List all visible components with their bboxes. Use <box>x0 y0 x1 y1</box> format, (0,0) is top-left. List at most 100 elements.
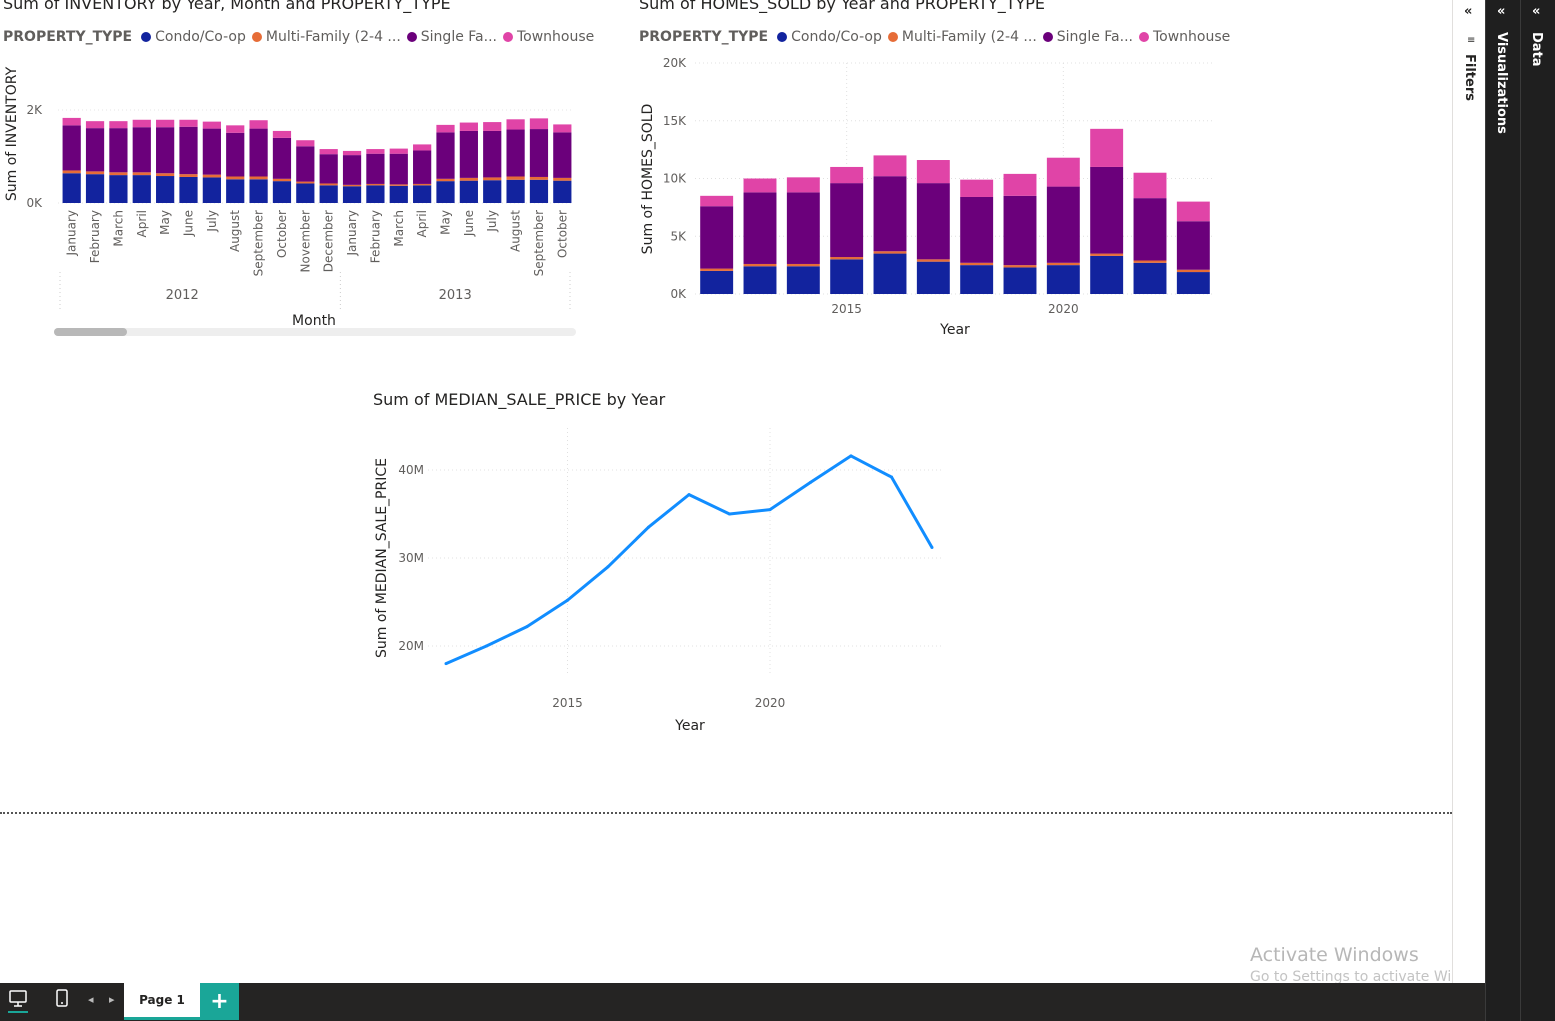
bar-segment[interactable] <box>296 146 315 182</box>
bar-segment[interactable] <box>226 176 245 180</box>
bar-segment[interactable] <box>62 125 81 171</box>
data-point[interactable] <box>444 662 448 666</box>
bar-segment[interactable] <box>960 196 994 263</box>
bar-segment[interactable] <box>830 259 864 294</box>
bar-segment[interactable] <box>553 132 572 178</box>
bar-segment[interactable] <box>743 192 777 264</box>
bar-segment[interactable] <box>1176 221 1210 270</box>
series-line[interactable] <box>445 454 934 665</box>
bar-segment[interactable] <box>249 128 268 177</box>
data-point[interactable] <box>485 644 488 648</box>
bar-segment[interactable] <box>342 184 362 187</box>
bar-segment[interactable] <box>62 170 81 174</box>
bar-segment[interactable] <box>109 172 128 176</box>
inventory-chart[interactable]: Sum of INVENTORY Month 0K 2K January Februa… <box>0 0 600 330</box>
legend-item-single-family[interactable]: Single Fa... <box>1042 29 1133 45</box>
add-page-button[interactable]: + <box>200 983 239 1020</box>
bar-segment[interactable] <box>109 128 128 173</box>
bar-segment[interactable] <box>506 179 525 203</box>
bar-segment[interactable] <box>1090 128 1124 167</box>
bar-segment[interactable] <box>483 130 502 178</box>
bar-segment[interactable] <box>202 128 221 175</box>
bar-segment[interactable] <box>916 160 950 184</box>
legend-item-townhouse[interactable]: Townhouse <box>502 29 594 45</box>
scroll-thumb[interactable] <box>54 328 127 336</box>
bar-segment[interactable] <box>249 179 268 203</box>
data-point[interactable] <box>930 545 934 549</box>
desktop-layout-icon[interactable] <box>8 989 28 1017</box>
bar-segment[interactable] <box>700 270 734 294</box>
bar-segment[interactable] <box>202 177 221 203</box>
bar-segment[interactable] <box>366 183 385 186</box>
collapse-data-icon[interactable]: « <box>1532 4 1541 19</box>
bar-segment[interactable] <box>553 124 572 133</box>
bar-segment[interactable] <box>873 176 907 252</box>
bar-segment[interactable] <box>179 126 198 175</box>
bar-segment[interactable] <box>1133 172 1167 199</box>
bar-segment[interactable] <box>873 155 907 177</box>
bar-segment[interactable] <box>1176 201 1210 222</box>
bar-segment[interactable] <box>700 195 734 207</box>
bar-segment[interactable] <box>296 183 315 203</box>
data-point[interactable] <box>647 525 650 529</box>
bar-segment[interactable] <box>786 263 820 267</box>
data-point[interactable] <box>890 475 893 479</box>
bar-segment[interactable] <box>1046 186 1080 263</box>
bar-segment[interactable] <box>830 257 864 260</box>
bar-segment[interactable] <box>743 263 777 267</box>
bar-segment[interactable] <box>85 171 105 175</box>
bar-segment[interactable] <box>272 178 292 182</box>
bar-segment[interactable] <box>873 253 907 294</box>
bar-segment[interactable] <box>436 132 455 179</box>
bar-segment[interactable] <box>132 172 151 176</box>
bar-segment[interactable] <box>436 178 455 182</box>
bar-segment[interactable] <box>413 185 432 203</box>
legend-item-multi-family[interactable]: Multi-Family (2-4 ... <box>251 29 401 45</box>
bar-segment[interactable] <box>342 155 362 185</box>
bar-segment[interactable] <box>1003 265 1037 268</box>
bar-segment[interactable] <box>1046 265 1080 294</box>
bar-segment[interactable] <box>132 127 151 173</box>
bar-segment[interactable] <box>960 179 994 197</box>
bar-segment[interactable] <box>786 266 820 294</box>
visualizations-pane-label[interactable]: Visualizations <box>1494 32 1509 134</box>
bar-segment[interactable] <box>459 122 478 131</box>
bar-segment[interactable] <box>249 120 268 129</box>
data-point[interactable] <box>728 512 731 516</box>
bar-segment[interactable] <box>700 268 734 271</box>
visualizations-pane[interactable]: « Visualizations <box>1485 0 1521 1021</box>
bar-segment[interactable] <box>1090 166 1124 254</box>
mobile-layout-icon[interactable] <box>55 989 69 1013</box>
bar-segment[interactable] <box>529 118 549 130</box>
bar-segment[interactable] <box>830 166 864 184</box>
next-page-icon[interactable]: ▸ <box>109 993 115 1006</box>
data-pane[interactable]: « Data <box>1520 0 1555 1021</box>
bar-segment[interactable] <box>319 149 338 155</box>
bar-segment[interactable] <box>553 180 572 203</box>
bar-segment[interactable] <box>156 173 175 177</box>
bar-segment[interactable] <box>272 181 292 203</box>
bar-segment[interactable] <box>85 128 105 172</box>
bar-segment[interactable] <box>1003 173 1037 196</box>
bar-segment[interactable] <box>483 177 502 181</box>
bar-segment[interactable] <box>700 206 734 269</box>
bar-segment[interactable] <box>529 176 549 180</box>
bar-segment[interactable] <box>62 173 81 203</box>
bar-segment[interactable] <box>342 186 362 203</box>
bar-segment[interactable] <box>459 130 478 178</box>
legend-item-townhouse[interactable]: Townhouse <box>1138 29 1230 45</box>
bar-segment[interactable] <box>1090 253 1124 256</box>
bar-segment[interactable] <box>830 183 864 258</box>
data-point[interactable] <box>566 598 569 602</box>
median-price-chart[interactable]: Sum of MEDIAN_SALE_PRICE Year 20M 30M 40M 2… <box>360 410 960 770</box>
bar-segment[interactable] <box>436 124 455 133</box>
bar-segment[interactable] <box>1046 157 1080 187</box>
bar-segment[interactable] <box>873 251 907 254</box>
bar-segment[interactable] <box>960 262 994 266</box>
inventory-scrollbar[interactable] <box>54 328 576 336</box>
bar-segment[interactable] <box>506 119 525 130</box>
previous-page-icon[interactable]: ◂ <box>88 993 94 1006</box>
bar-segment[interactable] <box>132 119 151 128</box>
bar-segment[interactable] <box>916 259 950 262</box>
bar-segment[interactable] <box>202 121 221 129</box>
